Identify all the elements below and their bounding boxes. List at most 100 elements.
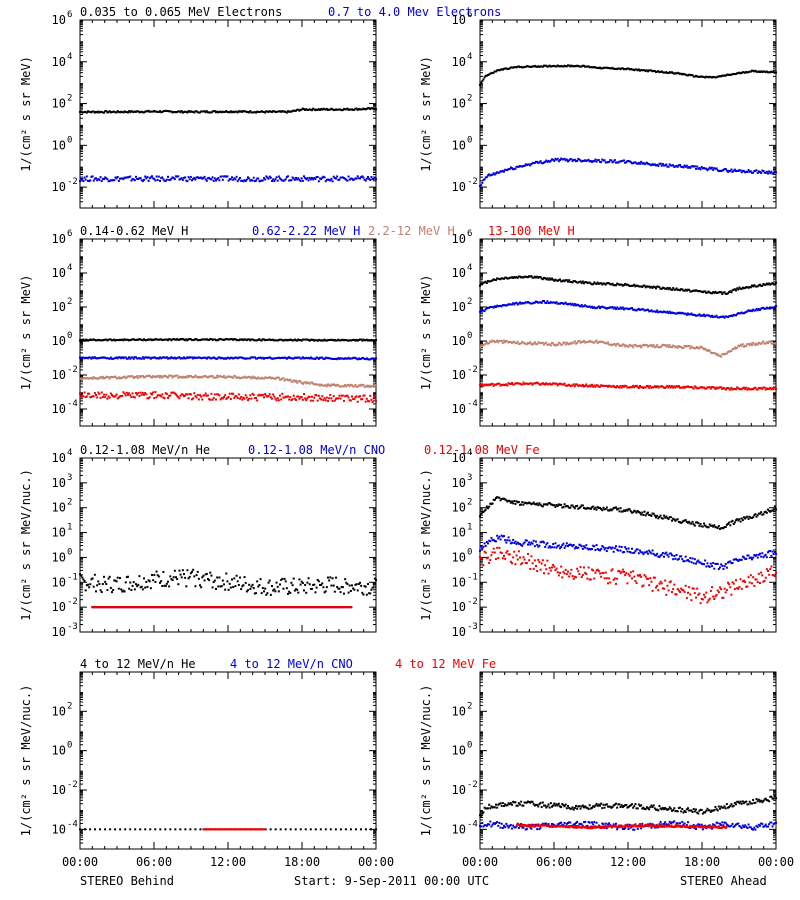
data-point [177,175,180,178]
y-tick-label: 10 [52,334,66,348]
data-point [635,162,638,165]
data-point [586,281,589,284]
data-point [501,68,504,71]
data-point [554,157,557,160]
data-point [217,339,220,342]
data-point [504,384,507,387]
data-point [711,76,713,79]
data-point [205,110,208,113]
y-tick-exponent: 4 [67,448,72,458]
data-point [661,343,664,346]
data-point [79,573,81,576]
data-point [701,386,704,389]
data-point [121,338,124,341]
data-point [644,309,647,312]
data-point [93,356,96,359]
data-point [735,347,737,350]
data-point [88,339,91,342]
data-point [345,357,348,360]
data-point [329,576,332,579]
data-point [684,288,687,291]
data-point [661,311,664,314]
data-point [370,385,373,388]
data-point [728,315,731,318]
data-point [188,575,191,578]
data-point [506,277,509,280]
data-point [733,73,736,76]
data-point [624,307,627,310]
data-point [576,64,579,67]
data-point [227,396,230,399]
data-point [352,338,355,341]
data-point [297,108,300,111]
data-point [625,68,628,71]
data-point [141,588,144,591]
data-point [611,66,614,69]
data-point [237,356,240,359]
data-point [152,375,155,378]
data-point [576,341,579,344]
data-point [176,110,179,113]
data-point [488,73,491,76]
data-point [340,394,343,397]
data-point [81,111,84,114]
data-point [695,289,697,292]
data-point [685,385,688,388]
data-point [722,291,725,294]
data-point [728,387,731,390]
data-point [693,165,696,168]
data-point [651,70,654,73]
data-point [480,310,483,313]
data-point [325,385,328,388]
data-point [111,111,113,114]
data-point [341,176,344,179]
data-point [272,589,275,592]
data-point [666,310,669,313]
data-point [123,375,126,378]
data-point [346,384,349,387]
data-point [505,339,508,342]
data-point [178,397,181,400]
data-point [693,289,696,292]
data-point [183,338,185,341]
data-point [241,179,244,182]
data-point [349,383,352,386]
data-point [359,581,361,584]
data-point [679,163,681,166]
data-point [183,176,185,179]
data-point [770,282,773,285]
data-point [717,170,720,173]
data-point [338,178,341,181]
data-point [172,338,175,341]
data-point [618,283,621,286]
data-point [221,376,224,379]
data-point [491,279,494,282]
data-point [140,585,143,588]
data-point [273,357,276,360]
data-point [580,282,583,285]
data-point [201,576,204,579]
data-point [772,388,775,391]
data-point [217,356,220,359]
data-point [610,385,613,388]
data-point [583,159,585,162]
data-point [725,73,728,76]
data-point [739,387,742,390]
data-point [644,162,647,165]
data-point [300,381,303,384]
data-point [359,338,361,341]
data-point [240,356,243,359]
data-point [114,111,117,114]
data-point [709,76,712,79]
data-point [333,590,336,593]
data-point [228,178,231,181]
data-point [636,385,639,388]
data-point [267,110,270,113]
data-point [319,339,321,342]
data-point [555,158,558,161]
data-point [545,341,548,344]
data-point [485,282,488,285]
data-point [690,345,693,348]
data-point [245,376,248,379]
data-point [233,111,236,114]
